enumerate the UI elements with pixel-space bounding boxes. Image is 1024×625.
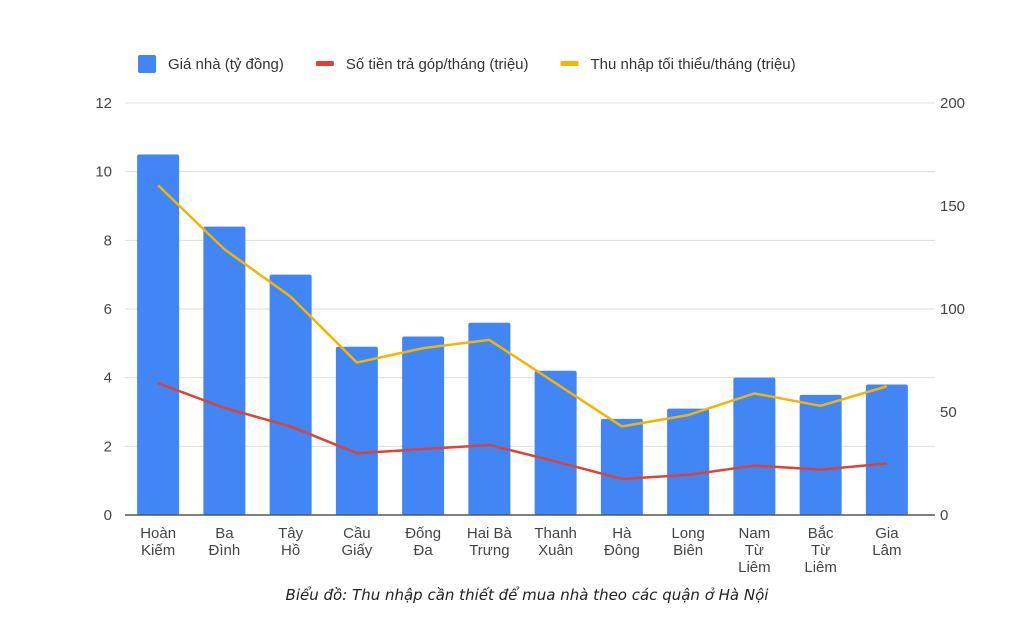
- right-tick-label: 50: [940, 404, 957, 421]
- category-label: Nam Từ Liêm: [738, 525, 771, 576]
- legend-label: Giá nhà (tỷ đồng): [168, 56, 284, 73]
- bar: [799, 394, 842, 515]
- legend-swatch: [560, 61, 579, 66]
- category-label: Hai Bà Trưng: [467, 525, 513, 559]
- legend-item: Số tiền trả góp/tháng (triệu): [315, 56, 529, 73]
- category-label: Ba Đình: [209, 525, 241, 559]
- bar: [269, 274, 312, 515]
- right-tick-label: 100: [940, 301, 965, 318]
- legend-item: Thu nhập tối thiểu/tháng (triệu): [560, 56, 796, 73]
- left-tick-label: 0: [104, 507, 112, 524]
- category-label: Hà Đông: [604, 525, 640, 559]
- legend-item: Giá nhà (tỷ đồng): [138, 55, 284, 73]
- chart-caption: Biểu đồ: Thu nhập cần thiết để mua nhà t…: [285, 586, 769, 604]
- legend-swatch: [315, 61, 334, 66]
- bar: [865, 384, 908, 515]
- left-tick-label: 6: [104, 301, 112, 318]
- bar: [203, 226, 246, 515]
- legend-label: Thu nhập tối thiểu/tháng (triệu): [591, 56, 796, 73]
- bar: [137, 154, 180, 515]
- legend-label: Số tiền trả góp/tháng (triệu): [346, 56, 529, 73]
- category-label: Cầu Giấy: [341, 525, 372, 559]
- category-label: Đống Đa: [405, 525, 441, 559]
- category-label: Long Biên: [671, 525, 704, 559]
- bar: [335, 346, 378, 515]
- left-tick-label: 4: [104, 370, 112, 387]
- bar: [733, 377, 776, 515]
- bar: [600, 418, 643, 515]
- category-label: Hoàn Kiếm: [140, 525, 176, 559]
- series-line: [157, 381, 887, 481]
- category-label: Tây Hồ: [278, 525, 304, 559]
- bar: [667, 408, 710, 515]
- right-tick-label: 150: [940, 198, 965, 215]
- category-label: Thanh Xuân: [534, 525, 577, 559]
- series-line: [157, 184, 888, 428]
- bar: [468, 322, 511, 515]
- bar: [402, 336, 445, 515]
- category-label: Gia Lâm: [872, 525, 901, 559]
- bar: [534, 370, 577, 515]
- left-tick-label: 2: [104, 438, 112, 455]
- right-tick-label: 200: [940, 95, 965, 112]
- left-tick-label: 12: [95, 95, 112, 112]
- right-tick-label: 0: [940, 507, 948, 524]
- left-tick-label: 8: [104, 232, 112, 249]
- legend-swatch: [138, 55, 156, 73]
- left-tick-label: 10: [95, 164, 112, 181]
- category-label: Bắc Từ Liêm: [804, 525, 837, 576]
